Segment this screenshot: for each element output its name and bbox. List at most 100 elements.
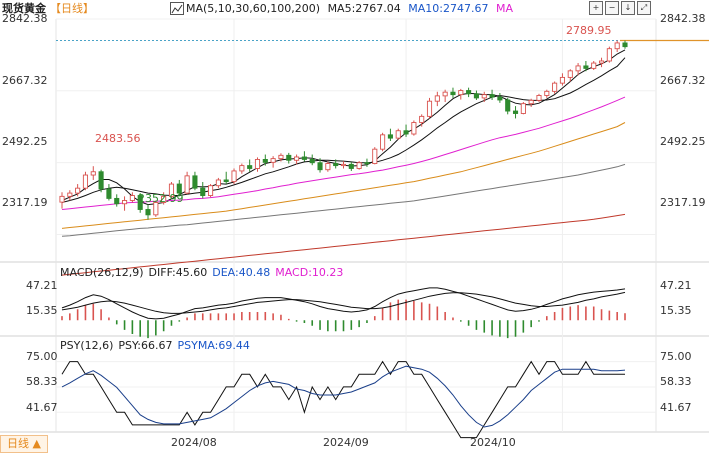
candle-body-70 <box>606 48 612 62</box>
ma-legend: MA(5,10,30,60,100,200) MA5:2767.04 MA10:… <box>170 0 517 18</box>
candle-body-30 <box>294 156 300 161</box>
candle-body-33 <box>317 162 323 171</box>
candle-body-55 <box>489 94 495 98</box>
candle-body-11 <box>145 209 151 216</box>
candle-body-59 <box>520 103 526 114</box>
psyma-value: PSYMA:69.44 <box>177 339 250 352</box>
macd-panel-plot <box>61 287 626 339</box>
candle-body-56 <box>497 96 503 101</box>
date-label-aug: 2024/08 <box>171 436 217 449</box>
macd-legend: MACD(26,12,9) DIFF:45.60 DEA:40.48 MACD:10.… <box>60 266 348 279</box>
candle-body-38 <box>356 162 362 169</box>
candle-body-22 <box>231 170 237 183</box>
candle-body-45 <box>411 122 417 135</box>
candle-body-58 <box>512 110 519 114</box>
macd-dea-line <box>61 291 626 314</box>
macd-dea: DEA:40.48 <box>212 266 271 279</box>
candle-body-0 <box>59 195 65 203</box>
ma-label: MA(5,10,30,60,100,200) <box>186 2 321 15</box>
psy-legend: PSY(12,6) PSY:66.67 PSYMA:69.44 <box>60 339 255 352</box>
ma-line-ma100 <box>61 163 626 237</box>
download-icon[interactable]: ↓ <box>621 1 635 15</box>
macd-axis-left-0: 47.21 <box>26 279 58 292</box>
candle-body-63 <box>552 82 558 92</box>
zoom-out-icon[interactable]: − <box>605 1 619 15</box>
candle-body-29 <box>286 154 292 161</box>
candle-body-47 <box>426 100 433 117</box>
candle-body-60 <box>528 99 534 105</box>
date-label-sep: 2024/09 <box>323 436 369 449</box>
candle-body-66 <box>575 65 581 72</box>
ma-settings-icon[interactable] <box>170 1 184 15</box>
candle-body-65 <box>567 70 573 78</box>
candle-body-50 <box>450 91 456 96</box>
psy-axis-left-1: 58.33 <box>26 375 58 388</box>
psy-axis-right-2: 41.67 <box>660 401 692 414</box>
psy-axis-left-2: 41.67 <box>26 401 58 414</box>
psyma-line <box>61 365 626 428</box>
candle-body-6 <box>106 188 112 199</box>
psy-axis-right-1: 58.33 <box>660 375 692 388</box>
candle-body-10 <box>137 195 143 210</box>
candle-body-62 <box>544 90 550 96</box>
candle-body-40 <box>372 148 378 164</box>
ma-line-ma200 <box>61 213 626 276</box>
candle-body-21 <box>223 179 229 183</box>
macd-diff: DIFF:45.60 <box>148 266 208 279</box>
candle-body-8 <box>122 200 128 205</box>
ma10-value: MA10:2747.67 <box>408 2 489 15</box>
candle-body-61 <box>536 95 542 101</box>
psy-axis-left-0: 75.00 <box>26 350 58 363</box>
candle-body-32 <box>309 158 315 164</box>
candle-body-14 <box>168 183 175 197</box>
candle-body-34 <box>325 163 331 171</box>
candle-body-54 <box>481 94 487 99</box>
macd-axis-left-1: 15.35 <box>26 304 58 317</box>
psy-axis-right-0: 75.00 <box>660 350 692 363</box>
candle-body-35 <box>333 163 339 167</box>
macd-axis-right-1: 15.35 <box>660 304 692 317</box>
macd-value: MACD:10.23 <box>275 266 344 279</box>
instrument-title: 现货黄金 <box>2 2 46 15</box>
candle-body-71 <box>614 42 620 50</box>
candle-body-16 <box>184 175 190 194</box>
candle-body-24 <box>247 165 253 169</box>
period-label[interactable]: 【日线】 <box>50 2 94 15</box>
candle-body-64 <box>559 76 565 84</box>
candle-body-37 <box>348 163 354 169</box>
candle-body-18 <box>200 187 206 196</box>
chart-header: 现货黄金 【日线】 MA(5,10,30,60,100,200) MA5:2767… <box>0 0 709 18</box>
ma-line-ma60 <box>61 122 626 229</box>
period-switch-tab[interactable]: 日线 ▲ <box>0 435 48 453</box>
candle-body-31 <box>301 156 307 160</box>
candle-body-69 <box>598 60 605 64</box>
candle-body-17 <box>192 175 198 189</box>
price-axis-right-0: 2842.38 <box>660 12 706 25</box>
candle-body-39 <box>364 162 370 165</box>
macd-diff-line <box>61 287 626 320</box>
candle-body-26 <box>262 158 268 163</box>
price-axis-left-0: 2842.38 <box>2 12 48 25</box>
high-price-annotation: 2789.95 <box>566 24 612 37</box>
psy-label: PSY(12,6) <box>60 339 114 352</box>
candle-body-23 <box>239 165 245 172</box>
candle-body-67 <box>583 65 589 69</box>
candle-body-13 <box>161 195 167 203</box>
candle-body-42 <box>387 134 393 139</box>
fullscreen-icon[interactable]: ⤢ <box>637 1 651 15</box>
candle-body-57 <box>505 99 511 112</box>
candle-body-4 <box>90 171 96 176</box>
candle-body-3 <box>82 174 89 189</box>
candle-body-7 <box>114 197 120 205</box>
candle-body-53 <box>473 93 479 99</box>
psy-panel-plot <box>56 360 656 439</box>
candle-body-48 <box>434 95 440 102</box>
candle-body-36 <box>340 163 347 167</box>
macd-axis-right-0: 47.21 <box>660 279 692 292</box>
candle-body-51 <box>458 90 464 96</box>
zoom-in-icon[interactable]: + <box>589 1 603 15</box>
chart-toolbar: + − ↓ ⤢ <box>589 1 651 15</box>
grid-lines <box>0 18 709 433</box>
candle-body-5 <box>98 171 104 190</box>
